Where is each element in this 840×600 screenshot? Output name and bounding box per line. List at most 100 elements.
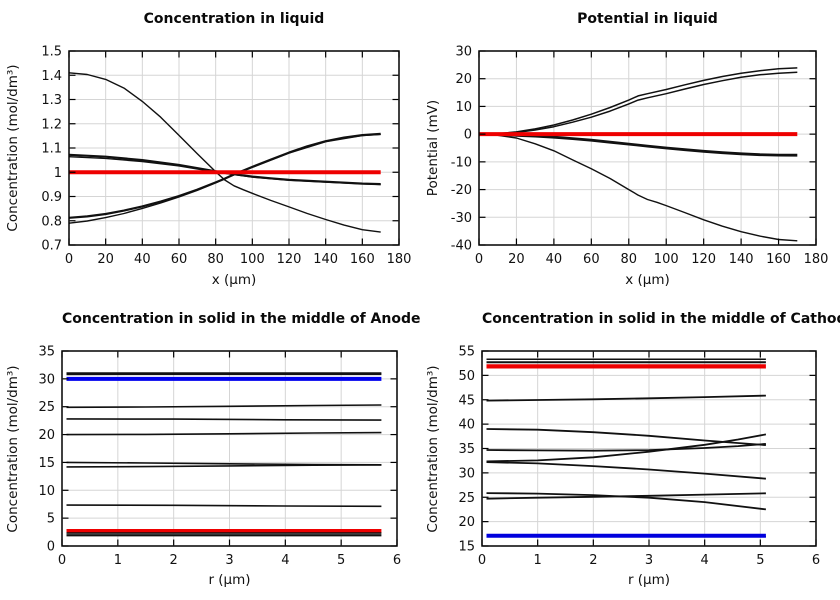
y-tick-label: 0 [464,128,472,143]
x-tick-label: 2 [589,553,597,568]
x-tick-label: 0 [478,553,486,568]
x-tick-label: 0 [475,252,483,267]
x-axis-label: x (µm) [211,272,257,288]
subplot-solid-cathode: Concentration in solid in the middle of … [420,300,840,600]
subplot-solid-anode: Concentration in solid in the middle of … [0,300,420,600]
y-tick-label: 25 [38,400,55,415]
x-tick-label: 4 [701,553,709,568]
y-tick-label: 40 [458,418,475,433]
x-tick-label: 5 [337,553,345,568]
x-tick-label: 1 [534,553,542,568]
y-tick-label: 30 [455,45,472,60]
x-tick-label: 0 [58,553,66,568]
x-tick-label: 80 [207,252,224,267]
x-tick-label: 20 [508,252,525,267]
y-tick-label: -40 [451,239,472,254]
y-tick-label: 15 [458,540,475,555]
chart-title: Concentration in liquid [143,11,325,27]
x-tick-label: 2 [170,553,178,568]
x-tick-label: 180 [804,252,829,267]
x-tick-label: 60 [171,252,188,267]
y-tick-label: 0.8 [41,214,62,229]
series-black-35-flat [486,443,766,452]
x-tick-label: 100 [240,252,265,267]
y-tick-label: 5 [47,512,55,527]
y-tick-label: 55 [458,345,475,360]
x-tick-label: 3 [225,553,233,568]
plot-frame [478,50,817,246]
series-steep-descending [68,72,381,233]
y-tick-label: -30 [451,211,472,226]
series-black-20 [66,431,382,436]
x-tick-label: 40 [546,252,563,267]
y-tick-label: 1.2 [41,117,62,132]
x-tick-label: 180 [387,252,412,267]
y-tick-label: -20 [451,183,472,198]
chart-title: Concentration in solid in the middle of … [62,311,421,327]
plot-canvas-1: 0 20 40 60 80 100 120 140 160 180 0.7 0.8 0.9 1 1.1 1.2… [41,45,412,268]
series-black-25-rising [486,492,766,500]
x-tick-label: 20 [97,252,114,267]
x-tick-label: 6 [393,553,401,568]
x-tick-label: 120 [691,252,716,267]
y-tick-label: 10 [38,484,55,499]
x-tick-label: 4 [281,553,289,568]
y-tick-label: 1.1 [41,142,62,157]
series-black-32-falling [486,461,766,480]
x-tick-label: 1 [114,553,122,568]
x-axis-label: r (µm) [627,572,671,588]
x-tick-label: 160 [766,252,791,267]
y-tick-label: 30 [458,466,475,481]
y-tick-label: 30 [38,372,55,387]
x-tick-label: 120 [277,252,302,267]
y-tick-label: 0 [47,540,55,555]
plot-canvas-3: 0 1 2 3 4 5 6 0 5 10 15 20 25 30 35 [38,345,401,569]
series-rising-b [68,133,381,224]
y-tick-label: 10 [455,100,472,115]
y-tick-label: 1.4 [41,69,62,84]
x-tick-label: 100 [654,252,679,267]
plot-frame [61,350,398,547]
series-mid-negative [478,132,798,157]
series-steep-negative [478,133,798,242]
y-tick-label: -10 [451,155,472,170]
y-tick-label: 35 [38,345,55,360]
y-tick-label: 15 [38,456,55,471]
y-tick-label: 0.7 [41,239,62,254]
chart-title: Concentration in solid in the middle of … [482,311,840,327]
x-tick-label: 40 [134,252,151,267]
y-tick-label: 50 [458,369,475,384]
series-black-15b [66,464,382,468]
series-black-45-rising [486,394,766,402]
y-tick-label: 1.3 [41,93,62,108]
x-tick-label: 140 [729,252,754,267]
y-tick-label: 20 [458,515,475,530]
series-black-23 [66,418,382,421]
x-tick-label: 5 [756,553,764,568]
series-black-7 [66,504,382,508]
series-black-39-falling [486,428,766,446]
x-tick-label: 6 [812,553,820,568]
chart-title: Potential in liquid [577,11,718,27]
plot-frame [481,350,817,547]
x-tick-label: 3 [645,553,653,568]
x-axis-label: x (µm) [625,272,670,288]
series-upper-2 [478,71,798,135]
plot-canvas-2: 0 20 40 60 80 100 120 140 160 180 -40 -30 -20 -10 0 10 2… [451,45,829,268]
y-tick-label: 35 [458,442,475,457]
y-tick-label: 1.5 [41,45,62,60]
plot-frame [68,50,400,246]
y-tick-label: 0.9 [41,190,62,205]
x-axis-label: r (µm) [208,572,251,588]
y-tick-label: 20 [38,428,55,443]
x-tick-label: 80 [621,252,638,267]
subplot-concentration-liquid: Concentration in liquid Concentration (m… [0,0,420,300]
x-tick-label: 60 [583,252,600,267]
x-tick-label: 140 [313,252,338,267]
x-tick-label: 160 [350,252,375,267]
y-tick-label: 1 [54,166,62,181]
subplot-potential-liquid: Potential in liquid Potential (mV) 0 20 40… [420,0,840,300]
series-black-32-rising [486,433,767,463]
